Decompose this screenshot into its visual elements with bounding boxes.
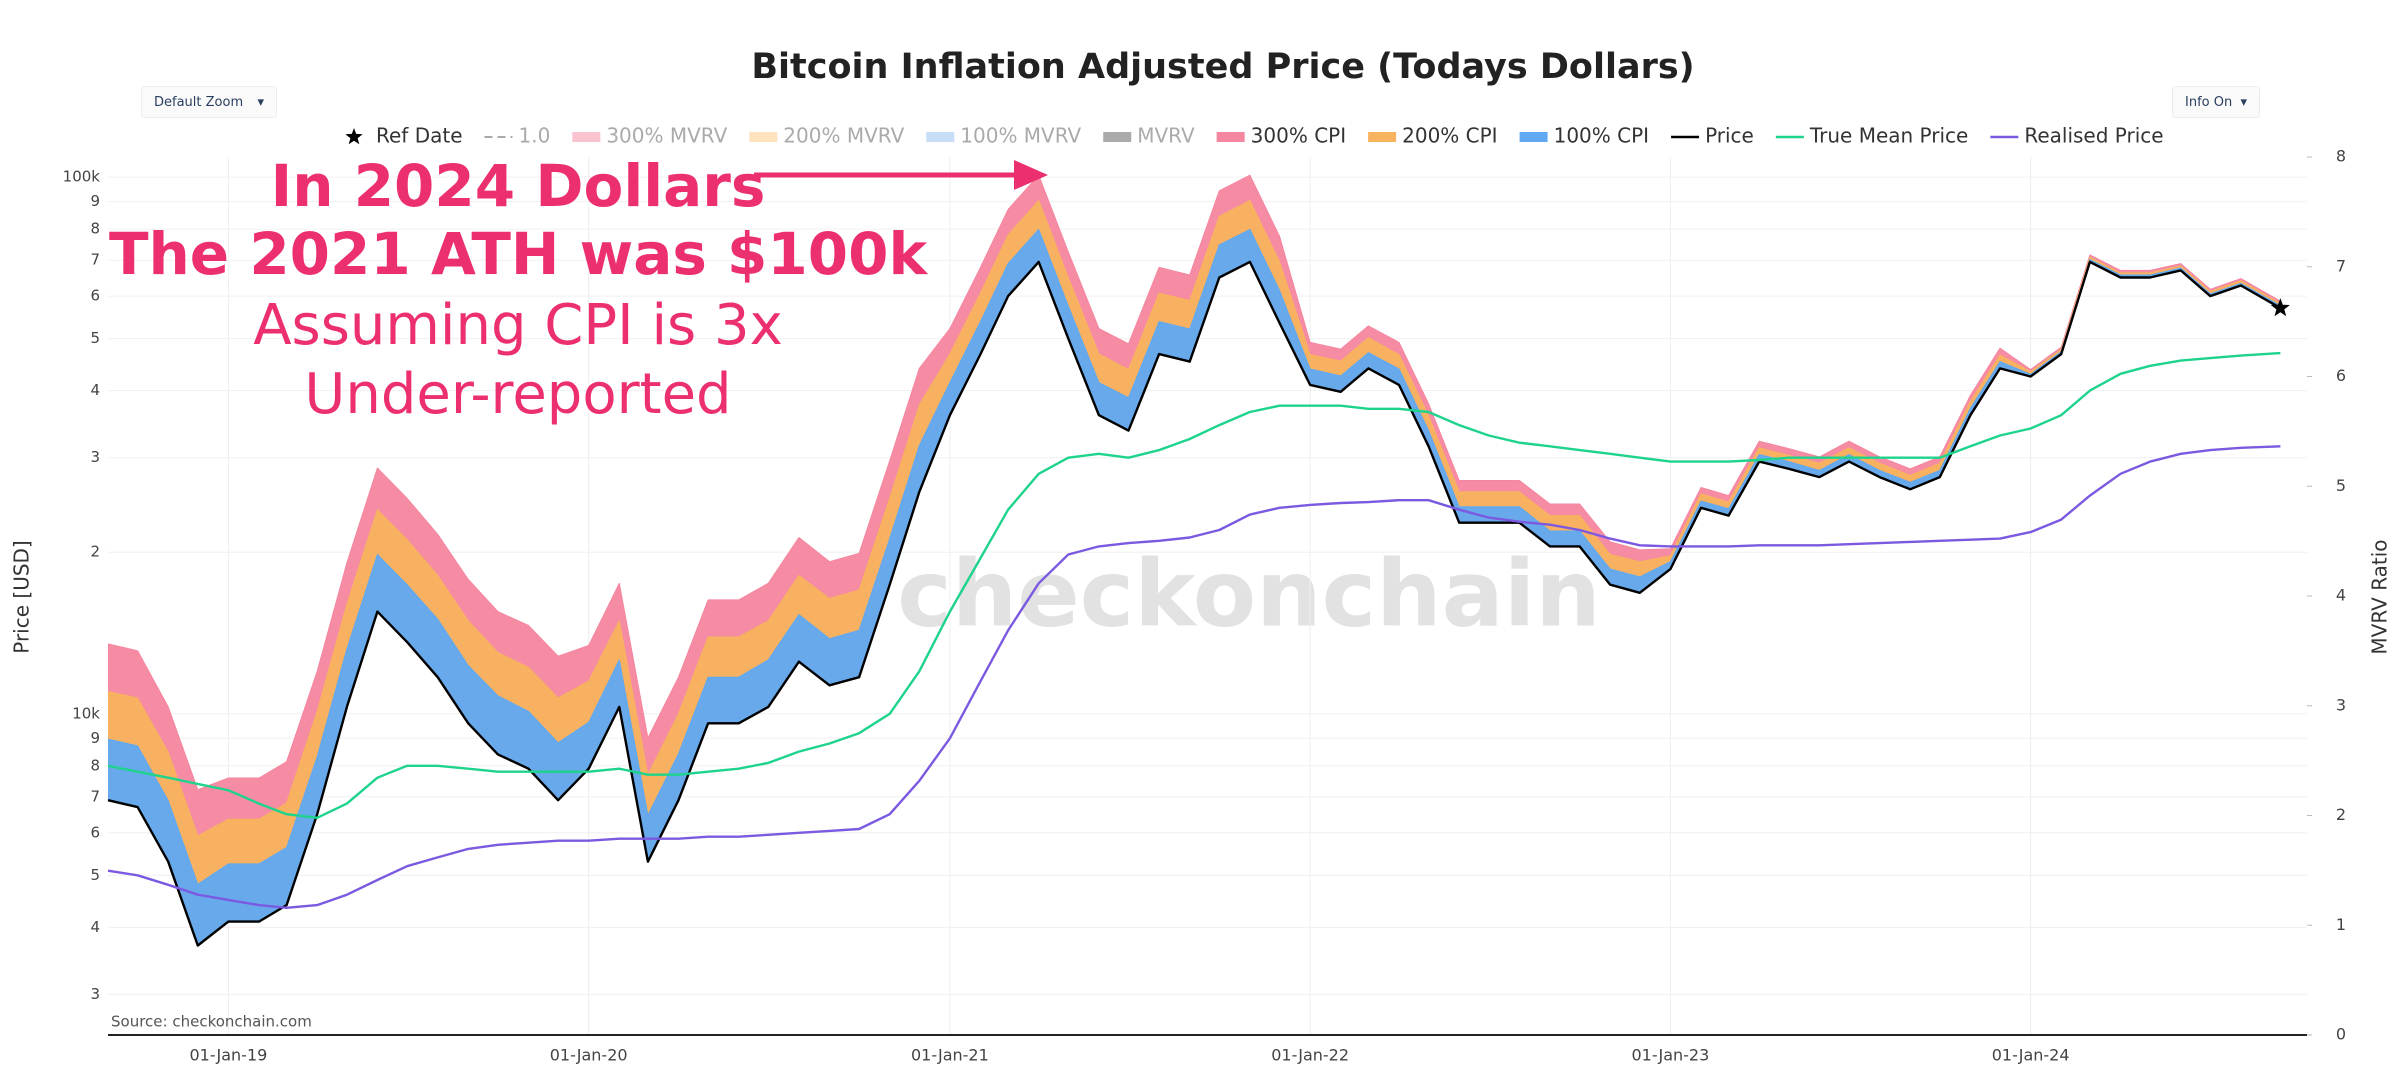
legend-label: Ref Date <box>376 124 463 148</box>
band-edge <box>107 200 2281 837</box>
y-tick-label: 6 <box>90 287 100 305</box>
y2-tick-label: 0 <box>2336 1025 2346 1044</box>
watermark: checkonchain <box>897 540 1601 647</box>
legend-symbol <box>345 128 363 145</box>
legend-label: 200% MVRV <box>783 124 904 148</box>
x-tick-label: 01-Jan-21 <box>911 1046 989 1065</box>
x-tick-label: 01-Jan-20 <box>550 1046 628 1065</box>
ref-date-point <box>2270 298 2290 317</box>
annotation: Under-reported <box>304 362 731 427</box>
y-tick-label: 2 <box>90 543 100 561</box>
x-tick-label: 01-Jan-23 <box>1631 1046 1709 1065</box>
y2-tick-label: 1 <box>2336 915 2346 934</box>
y-tick-label: 8 <box>90 220 100 238</box>
y-tick-label: 8 <box>90 756 100 774</box>
y-tick-label: 4 <box>90 918 100 936</box>
info-button[interactable]: Info On ▾ <box>2172 86 2260 118</box>
band-edge <box>107 228 2281 885</box>
y-tick-label: 7 <box>90 251 100 269</box>
legend-label: Realised Price <box>2024 124 2163 148</box>
y2-tick-label: 2 <box>2336 805 2346 824</box>
annotation: In 2024 Dollars <box>271 152 766 220</box>
legend-label: True Mean Price <box>1809 124 1968 148</box>
series-line <box>107 445 2281 909</box>
y2-tick-label: 7 <box>2336 256 2346 275</box>
legend-label: 1.0 <box>519 124 551 148</box>
y-tick-label: 100k <box>63 168 101 186</box>
band-fill <box>108 175 2281 946</box>
info-button-label: Info On <box>2185 94 2233 110</box>
zoom-button-label: Default Zoom <box>154 94 244 110</box>
y-tick-label: 9 <box>90 729 100 747</box>
legend-label: 300% CPI <box>1251 124 1346 148</box>
x-tick-label: 01-Jan-22 <box>1271 1046 1349 1065</box>
legend-label: MVRV <box>1137 124 1195 148</box>
series-line <box>107 351 2281 819</box>
legend-label: 300% MVRV <box>606 124 727 148</box>
source: Source: checkonchain.com <box>111 1013 312 1031</box>
series-line <box>107 260 2281 947</box>
band-edge <box>107 174 2281 791</box>
y-axis-title: Price [USD] <box>10 540 34 654</box>
legend-label: 100% CPI <box>1554 124 1649 148</box>
y-tick-label: 3 <box>90 448 100 466</box>
legend-label: Price <box>1705 124 1754 148</box>
y-tick-label: 5 <box>90 866 100 884</box>
y2-tick-label: 5 <box>2336 476 2346 495</box>
chart-title: Bitcoin Inflation Adjusted Price (Todays… <box>751 47 1694 87</box>
dropdown-caret: ▾ <box>257 94 264 110</box>
dropdown-caret: ▾ <box>2240 94 2247 110</box>
y2-tick-label: 3 <box>2336 695 2346 714</box>
arrow-head <box>1014 160 1048 190</box>
x-tick-label: 01-Jan-24 <box>1992 1046 2070 1065</box>
x-tick-label: 01-Jan-19 <box>189 1046 267 1065</box>
y-tick-label: 7 <box>90 787 100 805</box>
annotation: Assuming CPI is 3x <box>253 293 783 358</box>
annotation: The 2021 ATH was $100k <box>109 220 929 288</box>
legend-label: 200% CPI <box>1402 124 1497 148</box>
y-tick-label: 3 <box>90 985 100 1003</box>
y2-tick-label: 8 <box>2336 147 2346 166</box>
y-tick-label: 4 <box>90 381 100 399</box>
y-tick-label: 10k <box>72 704 100 722</box>
y-tick-label: 9 <box>90 192 100 210</box>
y-tick-label: 6 <box>90 823 100 841</box>
y2-tick-label: 6 <box>2336 366 2346 385</box>
y-tick-label: 5 <box>90 329 100 347</box>
y2-tick-label: 4 <box>2336 586 2346 605</box>
legend-label: 100% MVRV <box>960 124 1081 148</box>
zoom-button[interactable]: Default Zoom ▾ <box>141 86 277 118</box>
y2-axis-title: MVRV Ratio <box>2368 539 2392 654</box>
